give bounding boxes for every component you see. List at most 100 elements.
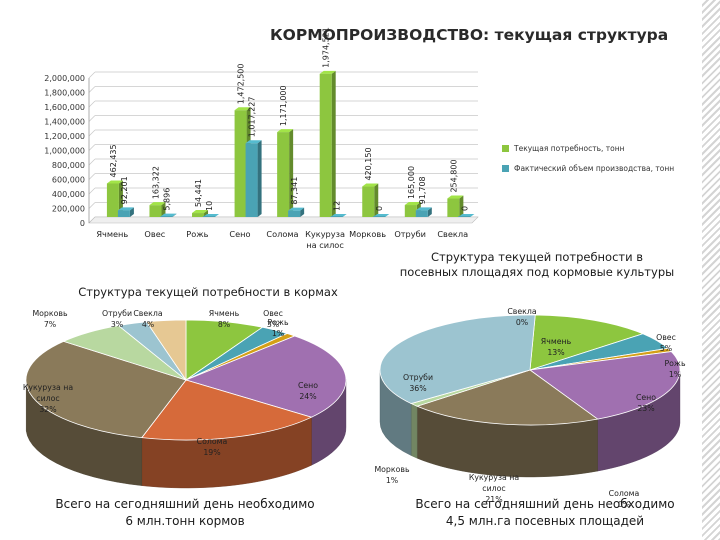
pie-slice bbox=[145, 319, 187, 382]
pie-slice-label: Ячмень bbox=[541, 337, 572, 346]
pie-slice-label: Овес bbox=[656, 333, 676, 342]
gridline-depth bbox=[88, 202, 96, 209]
bar-production bbox=[415, 210, 428, 217]
pie-slice bbox=[25, 340, 187, 439]
bar-demand bbox=[149, 205, 162, 217]
pie-left-note-line-1: Всего на сегодняшний день необходимо bbox=[55, 497, 315, 511]
y-tick-label: 2,000,000 bbox=[44, 74, 85, 83]
bar-top bbox=[234, 107, 251, 111]
pie-slice-label: Солома bbox=[197, 437, 228, 446]
bar-top bbox=[404, 202, 421, 206]
bar-demand bbox=[362, 186, 375, 217]
bar-top bbox=[192, 210, 209, 214]
x-category-label: Ячмень bbox=[96, 229, 128, 239]
pie-slice-label: 23% bbox=[637, 404, 654, 413]
y-tick-label: 1,000,000 bbox=[44, 147, 85, 156]
bar-top bbox=[362, 183, 379, 187]
pie-slice bbox=[529, 314, 645, 371]
bar-demand bbox=[192, 213, 205, 217]
bar-side bbox=[257, 140, 262, 217]
bar-side bbox=[289, 129, 294, 217]
bar-value-label: 12 bbox=[333, 201, 342, 211]
bar-top bbox=[245, 140, 262, 144]
bar-value-label: 163,322 bbox=[151, 166, 160, 199]
pie-slice-label: 3% bbox=[267, 320, 279, 329]
pie-slice-label: Кукуруза на bbox=[469, 473, 520, 482]
pie-slice-label: Солома bbox=[609, 489, 640, 498]
x-category-label: Кукуруза bbox=[305, 229, 345, 239]
x-category-label: Овес bbox=[144, 229, 165, 239]
pie-slice-label: Ячмень bbox=[209, 309, 240, 318]
bar-top bbox=[160, 213, 177, 217]
pie-slice-side bbox=[410, 403, 418, 459]
pie-slice-label: Отруби bbox=[403, 373, 433, 382]
x-category-label: на силос bbox=[306, 240, 344, 250]
pie-slice-label: 32% bbox=[39, 405, 56, 414]
bar-production bbox=[288, 210, 301, 217]
pie-left-title: Структура текущей потребности в кормах bbox=[78, 285, 338, 299]
pie-left-total-note: Всего на сегодняшний день необходимо 6 м… bbox=[30, 496, 340, 530]
y-tick-label: 1,400,000 bbox=[44, 118, 85, 127]
bar-value-label: 0 bbox=[460, 206, 469, 211]
pie-right-note-line-2: 4,5 млн.га посевных площадей bbox=[445, 514, 645, 528]
bar-demand bbox=[447, 198, 460, 217]
chart-floor bbox=[88, 216, 479, 224]
y-tick-label: 1,600,000 bbox=[44, 103, 85, 112]
bar-value-label: 92,201 bbox=[120, 176, 129, 204]
pie-right-title-line-1: Структура текущей потребности в bbox=[430, 250, 644, 264]
bar-top bbox=[415, 207, 432, 211]
bar-value-label: 5,896 bbox=[162, 188, 171, 211]
gridline-depth bbox=[88, 158, 96, 166]
x-category-label: Свекла bbox=[437, 229, 468, 239]
bar-side bbox=[215, 213, 220, 217]
bar-chart: 0 200,000 400,000 600,000 800,000 1,000,000 1,… bbox=[44, 27, 479, 250]
bar-side bbox=[459, 195, 464, 217]
x-category-label: Сено bbox=[229, 229, 250, 239]
bar-side bbox=[129, 207, 134, 217]
bar-value-label: 165,000 bbox=[407, 166, 416, 199]
y-tick-label: 400,000 bbox=[52, 190, 85, 199]
pie-slice-label: Сено bbox=[636, 393, 656, 402]
pie-slice-label: 21% bbox=[485, 495, 502, 504]
pie-slice-label: Рожь bbox=[664, 359, 685, 368]
y-tick-label: 200,000 bbox=[52, 205, 85, 214]
x-category-label: Рожь bbox=[186, 229, 208, 239]
legend-label-production: Фактический объем производства, тонн bbox=[514, 164, 675, 173]
bar-production bbox=[458, 216, 471, 217]
pie-slice-label: 0% bbox=[516, 318, 528, 327]
y-tick-label: 600,000 bbox=[52, 176, 85, 185]
bar-value-label: 420,150 bbox=[364, 147, 373, 180]
pie-right-note-line-1: Всего на сегодняшний день необходимо bbox=[415, 497, 675, 511]
bar-side bbox=[331, 70, 336, 217]
bar-value-label: 10 bbox=[205, 201, 214, 211]
legend-item-production: Фактический объем производства, тонн bbox=[502, 164, 674, 173]
pie-slice-label: Овес bbox=[263, 309, 283, 318]
legend-label-demand: Текущая потребность, тонн bbox=[514, 144, 625, 153]
bar-side bbox=[342, 213, 347, 217]
legend-item-demand: Текущая потребность, тонн bbox=[502, 144, 625, 153]
bar-side bbox=[204, 210, 209, 217]
bar-value-label: 254,800 bbox=[449, 159, 458, 192]
y-tick-label: 800,000 bbox=[52, 161, 85, 170]
bar-value-label: 1,171,000 bbox=[279, 85, 288, 126]
pie-right-total-note: Всего на сегодняшний день необходимо 4,5… bbox=[395, 496, 695, 530]
gridline-depth bbox=[88, 86, 96, 93]
pie-slice bbox=[184, 335, 347, 418]
bar-value-label: 1,974,521 bbox=[322, 27, 331, 68]
bar-demand bbox=[277, 132, 290, 217]
pie-right-title: Структура текущей потребности в посевных… bbox=[372, 250, 702, 280]
pie-slice-label: силос bbox=[36, 394, 59, 403]
pie-slice-label: 4% bbox=[142, 320, 154, 329]
x-category-label: Солома bbox=[266, 229, 298, 239]
pie-slice-label: Кукуруза на bbox=[23, 383, 74, 392]
bar-top bbox=[106, 180, 123, 184]
pie-slice bbox=[528, 351, 681, 420]
pie-left-note-line-2: 6 млн.тонн кормов bbox=[125, 514, 245, 528]
pie-slice-label: силос bbox=[482, 484, 505, 493]
gridline-depth bbox=[88, 144, 96, 151]
gridline-depth bbox=[88, 187, 96, 195]
gridline-depth bbox=[88, 173, 96, 180]
bar-side bbox=[172, 213, 177, 217]
gridline-depth bbox=[88, 115, 96, 122]
legend-swatch-production bbox=[502, 165, 509, 172]
